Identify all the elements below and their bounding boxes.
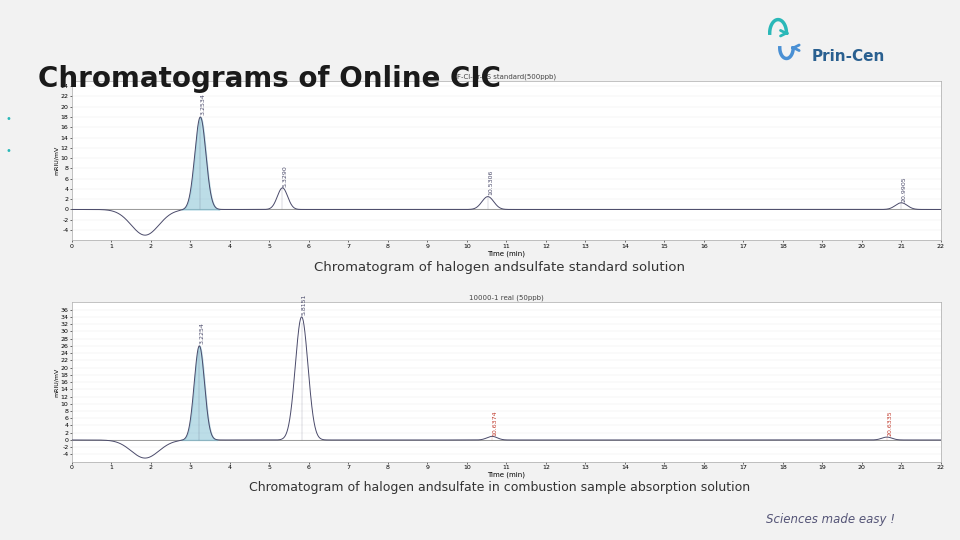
Text: Prin-Cen: Prin-Cen (811, 49, 884, 64)
Text: 3.2534: 3.2534 (201, 93, 205, 115)
Text: 10.5306: 10.5306 (488, 170, 493, 195)
Title: 10000-1 real (50ppb): 10000-1 real (50ppb) (469, 295, 543, 301)
Text: Chromatogram of halogen andsulfate in combustion sample absorption solution: Chromatogram of halogen andsulfate in co… (249, 481, 750, 494)
Text: 20.9905: 20.9905 (901, 176, 906, 202)
Text: 10.6374: 10.6374 (492, 410, 497, 436)
Text: Chromatogram of halogen andsulfate standard solution: Chromatogram of halogen andsulfate stand… (314, 261, 684, 274)
Y-axis label: mRIU/mV: mRIU/mV (54, 367, 60, 397)
Y-axis label: mRIU/mV: mRIU/mV (54, 146, 60, 176)
Text: 20.6335: 20.6335 (887, 411, 892, 436)
Text: Sciences made easy !: Sciences made easy ! (766, 514, 895, 526)
X-axis label: Time (min): Time (min) (488, 250, 525, 256)
Text: Chromatograms of Online CIC: Chromatograms of Online CIC (38, 65, 501, 93)
X-axis label: Time (min): Time (min) (488, 471, 525, 478)
Text: 3.2254: 3.2254 (200, 322, 204, 344)
Text: 5.8151: 5.8151 (301, 294, 307, 315)
Text: •: • (6, 114, 12, 124)
Text: 5.3290: 5.3290 (283, 165, 288, 187)
Title: F-Cl-Br-I-S standard(500ppb): F-Cl-Br-I-S standard(500ppb) (457, 73, 556, 80)
Text: •: • (6, 146, 12, 156)
